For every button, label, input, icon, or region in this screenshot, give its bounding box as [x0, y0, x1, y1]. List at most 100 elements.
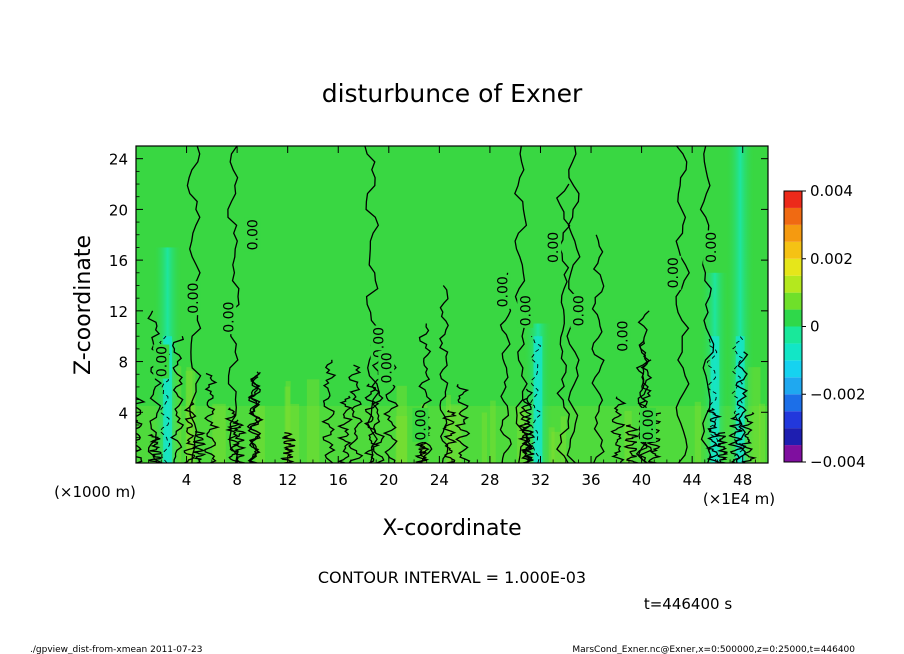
contour-label: 0.00 [571, 295, 587, 326]
negative-core [710, 336, 720, 463]
positive-cell [449, 404, 462, 463]
positive-cell [285, 381, 291, 463]
contour-label-bg [184, 281, 201, 316]
y-tick-label: 4 [118, 404, 128, 422]
positive-cell [290, 403, 300, 463]
y-tick-label: 8 [118, 354, 128, 372]
y-tick-label: 16 [109, 252, 128, 270]
short-contour [363, 383, 381, 463]
colorbar-tick-label: 0.004 [810, 182, 853, 200]
colorbar-swatch [784, 207, 802, 225]
x-axis: 4 8 12 16 20 24 28 32 36 40 44 48 [148, 146, 756, 489]
contour-label: 0.00 [379, 352, 395, 383]
contour-label: 0.00 [496, 276, 512, 307]
contour-label-bg [494, 274, 511, 309]
positive-cell [517, 407, 529, 463]
x-tick-label: 16 [329, 471, 348, 489]
colorbar-swatch [784, 275, 802, 293]
contour-label: 0.00 [221, 302, 237, 333]
short-contour [280, 432, 297, 463]
colorbar-tick-label: −0.002 [810, 385, 866, 403]
positive-cell [758, 403, 766, 463]
y-axis-label: Z-coordinate [71, 235, 96, 375]
contour-label-bg [220, 300, 237, 335]
x-tick-label: 36 [581, 471, 600, 489]
short-contour [623, 424, 640, 463]
contour-label: 0.00 [154, 346, 170, 377]
x-tick-label: 8 [232, 471, 242, 489]
zero-contour [170, 336, 185, 463]
plot-area: 0.000.000.000.000.000.000.000.000.000.00… [136, 146, 768, 463]
x-tick-label: 28 [480, 471, 499, 489]
contour-label: 0.00 [413, 409, 429, 440]
colorbar-swatch [784, 445, 802, 462]
short-contour [321, 359, 337, 463]
negative-core [533, 336, 543, 463]
short-contour [714, 431, 729, 463]
contour-label-bg [703, 230, 720, 265]
x-unit-left: (×1000 m) [54, 483, 136, 501]
short-contour [735, 351, 749, 463]
short-contour [705, 407, 723, 463]
negative-core [163, 336, 173, 463]
x-tick-label: 24 [430, 471, 449, 489]
positive-cell [560, 416, 567, 463]
colorbar-tick-label: 0 [810, 318, 820, 336]
zero-contour [699, 146, 715, 463]
colorbar-swatch [784, 191, 802, 208]
positive-cell [694, 401, 701, 463]
contour-label: 0.00 [546, 232, 562, 263]
colorbar-swatch [784, 360, 802, 378]
y-tick-label: 20 [109, 201, 128, 219]
colorbar: 0.004 0.002 0 −0.002 −0.004 [783, 182, 866, 471]
contour-label-bg [412, 407, 429, 442]
short-contour [348, 364, 364, 463]
positive-cell [284, 386, 290, 463]
short-contour [224, 407, 240, 463]
short-contour [336, 395, 353, 463]
chart-title: disturbunce of Exner [322, 79, 583, 108]
short-contour [727, 413, 745, 463]
contour-label-bg [517, 293, 534, 328]
x-tick-label: 40 [632, 471, 651, 489]
zero-contour [675, 146, 690, 463]
positive-cell [481, 412, 488, 463]
short-contour [610, 396, 627, 463]
short-contour [441, 409, 458, 463]
footer-right: MarsCond_Exner.nc@Exner,x=0:500000,z=0:2… [572, 645, 855, 654]
contour-label: 0.00 [372, 327, 388, 358]
short-contour [520, 397, 536, 463]
short-contour [183, 402, 197, 463]
x-tick-label: 4 [182, 471, 192, 489]
short-contour [204, 372, 221, 463]
positive-cell [551, 431, 561, 463]
colorbar-swatch [784, 292, 802, 310]
contour-label: 0.00 [186, 283, 202, 314]
zero-contour [556, 183, 571, 463]
negative-contour [706, 335, 719, 463]
short-contour [147, 433, 163, 463]
contour-label-bg [639, 407, 656, 442]
colorbar-swatch [784, 394, 802, 412]
x-axis-label: X-coordinate [382, 516, 521, 541]
contour-label-bg [665, 255, 682, 290]
contour-label-bg [545, 230, 562, 265]
y-tick-label: 24 [109, 151, 128, 169]
short-contour [247, 376, 261, 463]
x-tick-label: 48 [733, 471, 752, 489]
colorbar-tick-label: −0.004 [810, 453, 866, 471]
colorbar-swatch [784, 411, 802, 429]
colorbar-swatch [784, 428, 802, 446]
zero-contour [227, 146, 240, 463]
positive-cell [624, 410, 632, 463]
contour-label: 0.00 [641, 409, 657, 440]
contour-label: 0.00 [704, 232, 720, 263]
colorbar-swatch [784, 241, 802, 259]
zero-contour [439, 285, 449, 463]
negative-contour [731, 335, 744, 463]
footer-left: ./gpview_dist-from-xmean 2011-07-23 [30, 645, 202, 654]
contour-interval-text: CONTOUR INTERVAL = 1.000E-03 [318, 568, 586, 587]
positive-cell [212, 403, 226, 463]
positive-cell [445, 394, 451, 463]
x-tick-label: 44 [683, 471, 702, 489]
